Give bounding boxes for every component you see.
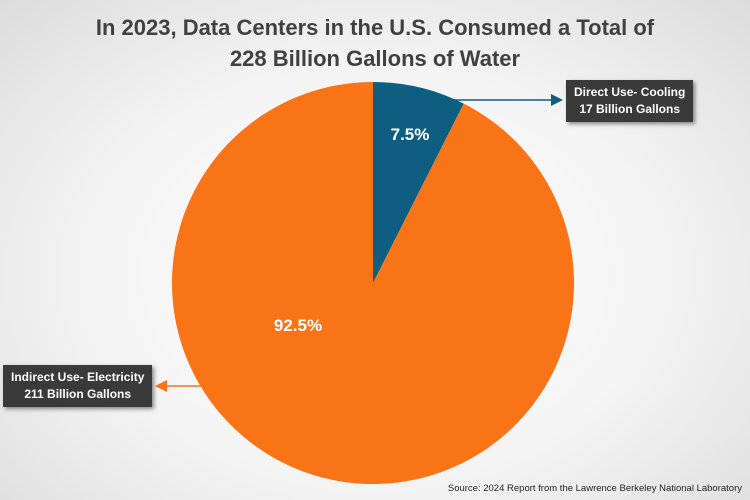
- callout-label: Direct Use- Cooling: [574, 85, 686, 99]
- callout-label: Indirect Use- Electricity: [11, 370, 145, 384]
- callout-detail: 17 Billion Gallons: [579, 102, 681, 116]
- slice-percent-label: 92.5%: [274, 316, 322, 335]
- title-line-1: In 2023, Data Centers in the U.S. Consum…: [95, 15, 655, 40]
- title-line-2: 228 Billion Gallons of Water: [229, 46, 521, 71]
- pie-slice: [373, 82, 464, 283]
- callout-direct-use: Direct Use- Cooling 17 Billion Gallons: [566, 80, 694, 122]
- source-note: Source: 2024 Report from the Lawrence Be…: [447, 483, 742, 494]
- callout-indirect-use: Indirect Use- Electricity 211 Billion Ga…: [3, 365, 153, 407]
- slice-percent-label: 7.5%: [391, 125, 430, 144]
- callout-detail: 211 Billion Gallons: [24, 387, 132, 401]
- chart-title: In 2023, Data Centers in the U.S. Consum…: [0, 12, 750, 74]
- pie-slice: [171, 82, 575, 484]
